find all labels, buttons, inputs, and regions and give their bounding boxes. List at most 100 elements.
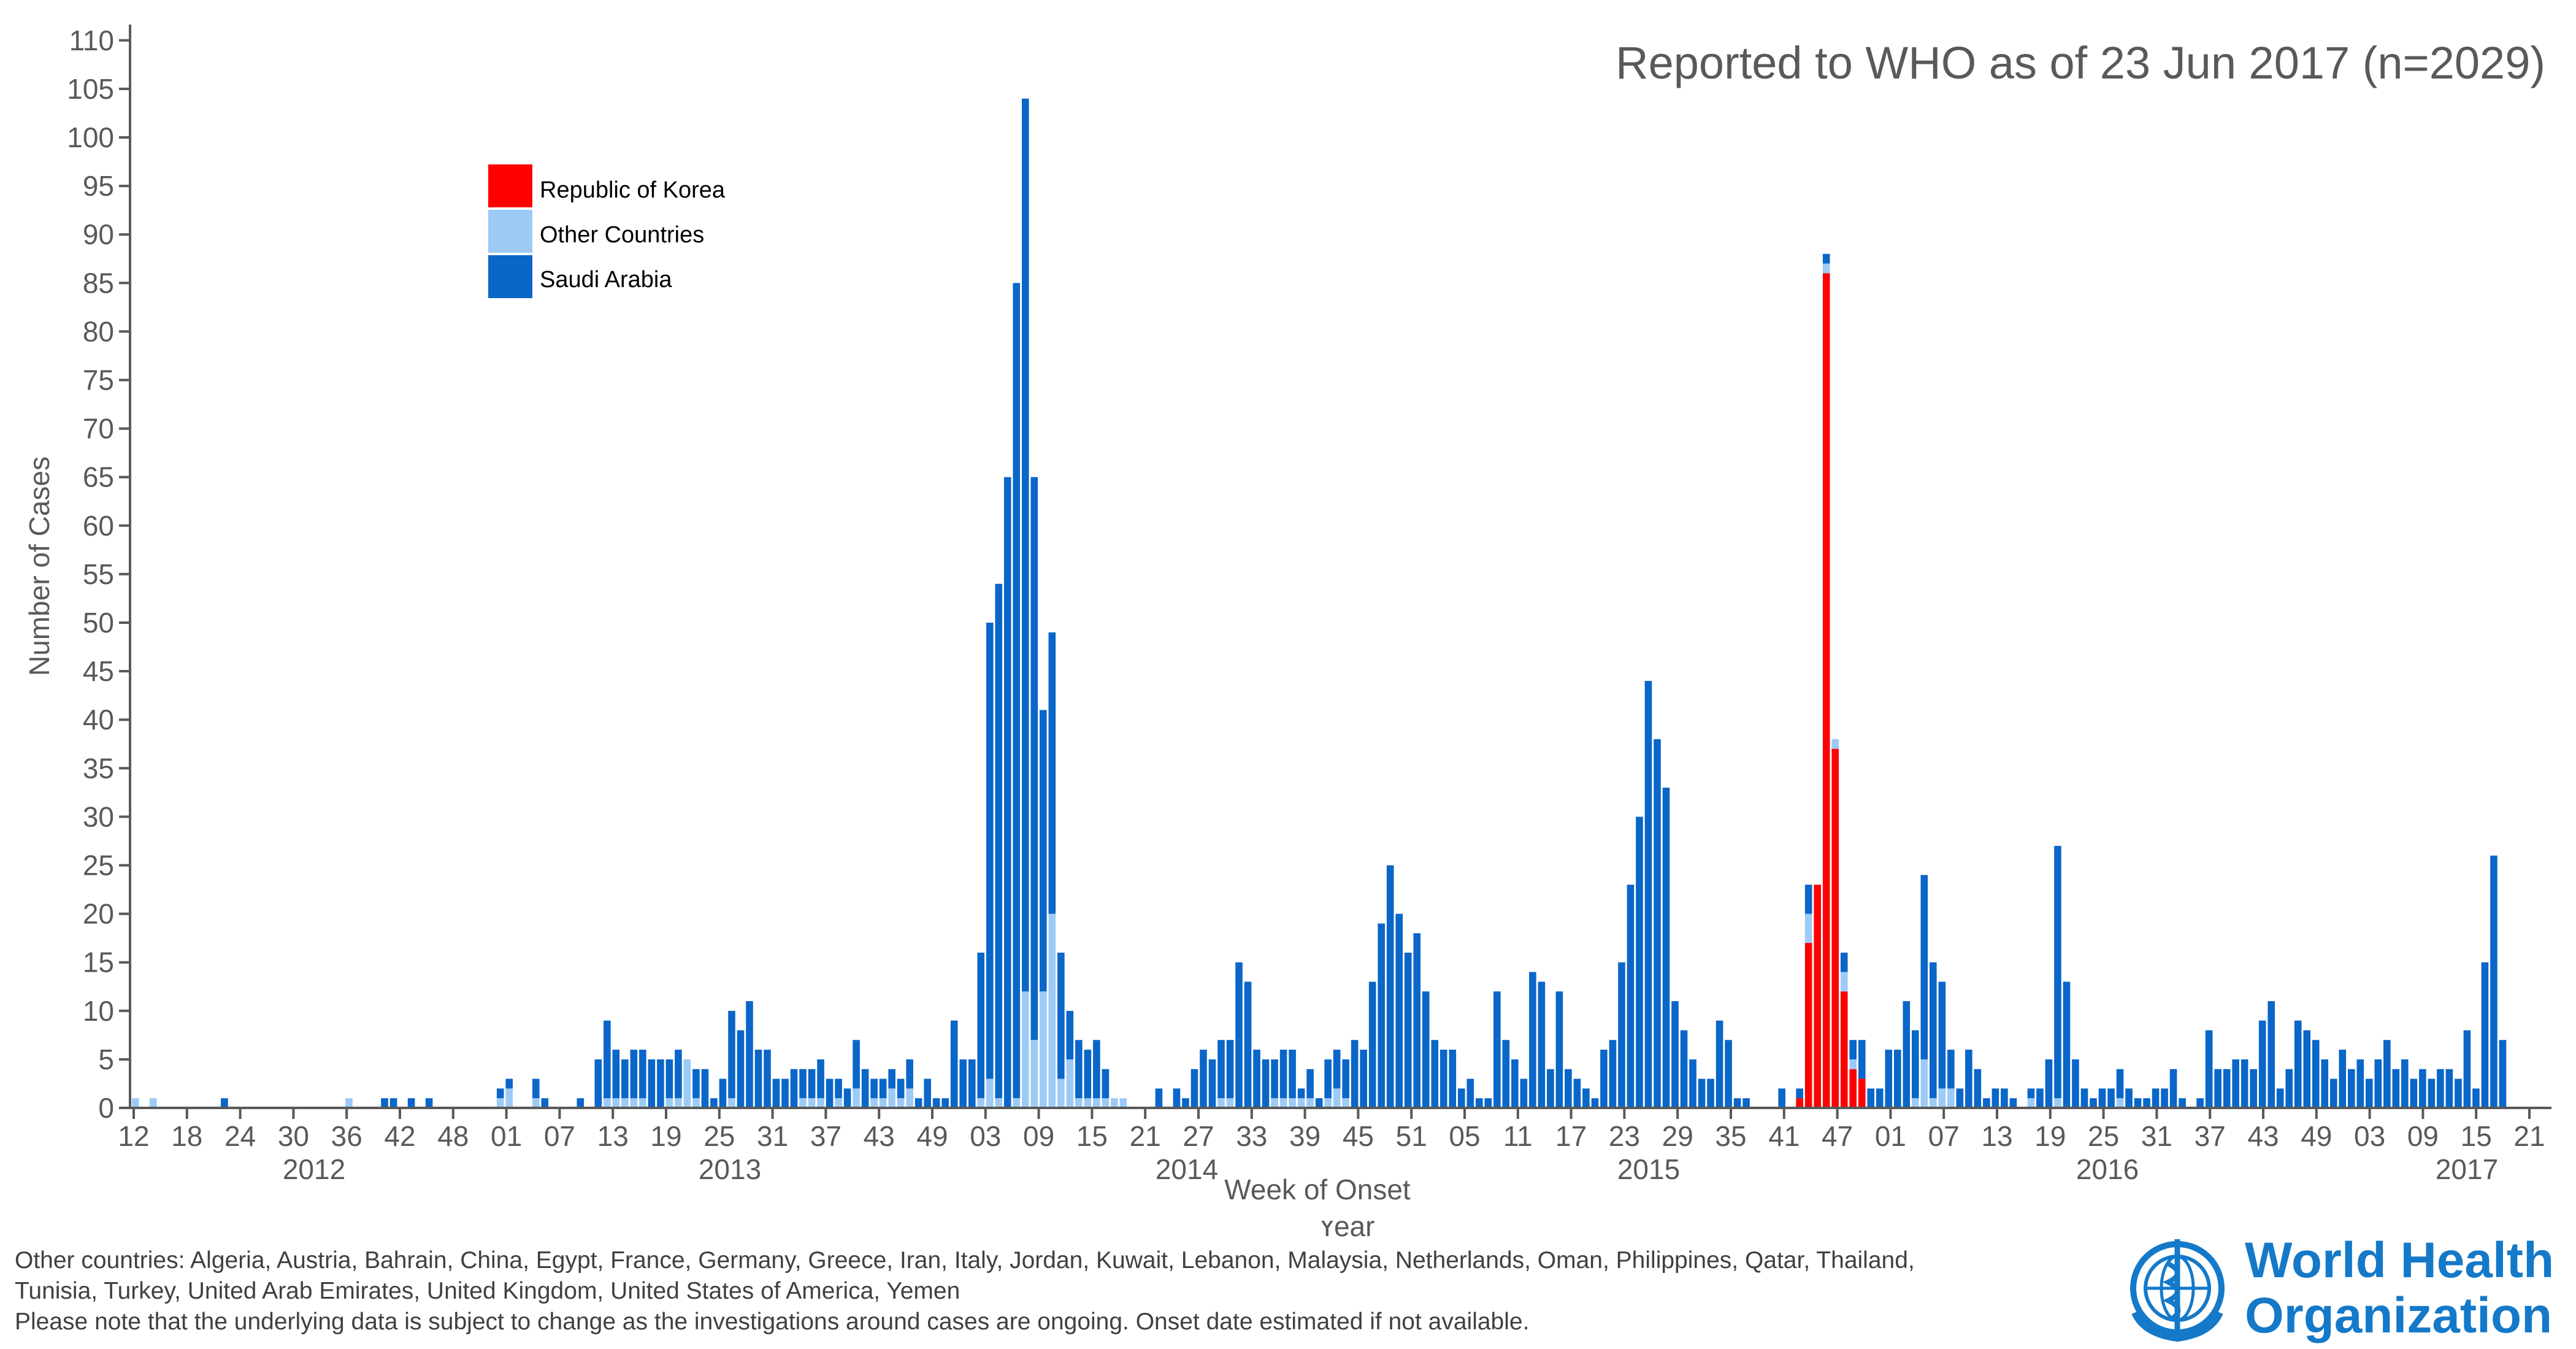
x-tick-label: 37 <box>2195 1120 2226 1152</box>
x-tick-label: 23 <box>1609 1120 1640 1152</box>
legend-swatch-saudi <box>488 255 532 298</box>
y-axis-title: Number of Cases <box>23 456 55 676</box>
bar-other-countries <box>604 1098 611 1108</box>
year-label: 2017 <box>2436 1153 2498 1185</box>
y-tick-label: 20 <box>83 898 114 930</box>
bar-other-countries <box>888 1088 895 1108</box>
bar-saudi-arabia <box>1689 1059 1696 1108</box>
bar-saudi-arabia <box>906 1059 913 1089</box>
x-tick-label: 05 <box>1449 1120 1480 1152</box>
bar-saudi-arabia <box>1804 885 1812 914</box>
bar-saudi-arabia <box>692 1069 700 1099</box>
bar-saudi-arabia <box>728 1010 735 1099</box>
y-tick-label: 95 <box>83 170 114 202</box>
bar-saudi-arabia <box>1547 1069 1554 1108</box>
bar-saudi-arabia <box>2232 1059 2239 1108</box>
bar-saudi-arabia <box>924 1078 931 1108</box>
bar-saudi-arabia <box>2276 1088 2284 1108</box>
x-axis-title-2: Year <box>1318 1221 1375 1242</box>
bar-saudi-arabia <box>941 1098 949 1108</box>
bar-other-countries <box>1324 1098 1332 1108</box>
bar-other-countries <box>621 1098 629 1108</box>
bar-saudi-arabia <box>1048 632 1056 914</box>
y-tick-label: 55 <box>83 558 114 590</box>
bar-other-countries <box>870 1098 878 1108</box>
bar-other-countries <box>1066 1059 1074 1108</box>
bar-korea <box>1822 273 1830 1109</box>
bar-saudi-arabia <box>2437 1069 2444 1108</box>
bar-saudi-arabia <box>2329 1078 2337 1108</box>
bar-saudi-arabia <box>1422 991 1430 1108</box>
bar-saudi-arabia <box>2090 1098 2097 1108</box>
bar-other-countries <box>977 1098 985 1108</box>
bar-other-countries <box>995 1098 1003 1108</box>
bar-saudi-arabia <box>2366 1078 2373 1108</box>
bar-saudi-arabia <box>1289 1050 1296 1099</box>
bar-korea <box>1858 1078 1866 1108</box>
bar-other-countries <box>1217 1098 1225 1108</box>
bar-saudi-arabia <box>1493 991 1501 1108</box>
bar-saudi-arabia <box>1439 1050 1447 1108</box>
bar-saudi-arabia <box>2161 1088 2168 1108</box>
bar-saudi-arabia <box>1849 1040 1857 1059</box>
bar-saudi-arabia <box>1342 1059 1349 1099</box>
x-axis-title-year: Year <box>1318 1221 1375 1242</box>
footnote-line-3: Please note that the underlying data is … <box>15 1309 1530 1335</box>
bar-saudi-arabia <box>1725 1040 1732 1108</box>
bar-saudi-arabia <box>1538 982 1546 1108</box>
bar-saudi-arabia <box>2143 1098 2150 1108</box>
y-tick-label: 80 <box>83 315 114 347</box>
bar-other-countries <box>639 1098 646 1108</box>
bar-saudi-arabia <box>1449 1050 1457 1108</box>
bar-saudi-arabia <box>2214 1069 2221 1108</box>
bar-saudi-arabia <box>986 623 994 1079</box>
x-tick-label: 07 <box>544 1120 575 1152</box>
bar-saudi-arabia <box>1974 1069 1982 1108</box>
bars-group <box>132 98 2507 1109</box>
bar-saudi-arabia <box>1555 991 1563 1108</box>
bar-saudi-arabia <box>1386 865 1394 1108</box>
bar-saudi-arabia <box>1378 923 1385 1108</box>
footnote-line-1: Other countries: Algeria, Austria, Bahra… <box>15 1247 1915 1274</box>
y-tick-label: 65 <box>83 461 114 493</box>
x-tick-label: 35 <box>1715 1120 1746 1152</box>
bar-saudi-arabia <box>870 1078 878 1099</box>
bar-saudi-arabia <box>1040 710 1047 992</box>
bar-saudi-arabia <box>737 1030 745 1108</box>
bar-saudi-arabia <box>1182 1098 1189 1108</box>
bar-saudi-arabia <box>2036 1088 2044 1108</box>
y-tick-label: 40 <box>83 704 114 736</box>
bar-saudi-arabia <box>1173 1088 1181 1108</box>
x-tick-label: 11 <box>1503 1120 1533 1152</box>
bar-saudi-arabia <box>2001 1088 2008 1108</box>
bar-other-countries <box>1822 263 1830 274</box>
y-tick-label: 85 <box>83 267 114 299</box>
bar-saudi-arabia <box>1235 962 1243 1108</box>
bar-other-countries <box>1084 1098 1092 1108</box>
bar-saudi-arabia <box>1938 982 1946 1089</box>
bar-saudi-arabia <box>221 1098 228 1108</box>
bar-saudi-arabia <box>772 1078 780 1108</box>
bar-saudi-arabia <box>2374 1059 2382 1108</box>
x-tick-label: 41 <box>1768 1120 1800 1152</box>
x-tick-label: 13 <box>597 1120 629 1152</box>
who-logo-line2: Organization <box>2245 1288 2552 1343</box>
y-tick-label: 75 <box>83 364 114 396</box>
bar-saudi-arabia <box>1867 1088 1875 1108</box>
bar-saudi-arabia <box>1093 1040 1100 1099</box>
bar-saudi-arabia <box>1876 1088 1884 1108</box>
y-tick-label: 15 <box>83 947 114 978</box>
bar-other-countries <box>2116 1098 2124 1108</box>
bar-saudi-arabia <box>1084 1050 1092 1099</box>
bar-other-countries <box>1289 1098 1296 1108</box>
bar-saudi-arabia <box>1983 1098 1990 1108</box>
bar-saudi-arabia <box>710 1098 718 1108</box>
x-tick-label: 47 <box>1822 1120 1853 1152</box>
y-tick-label: 5 <box>98 1043 114 1075</box>
x-tick-label: 51 <box>1396 1120 1427 1152</box>
bar-saudi-arabia <box>657 1059 664 1108</box>
bar-saudi-arabia <box>781 1078 789 1108</box>
bar-other-countries <box>1297 1098 1305 1108</box>
bar-saudi-arabia <box>2063 982 2071 1108</box>
x-tick-label: 36 <box>331 1120 362 1152</box>
